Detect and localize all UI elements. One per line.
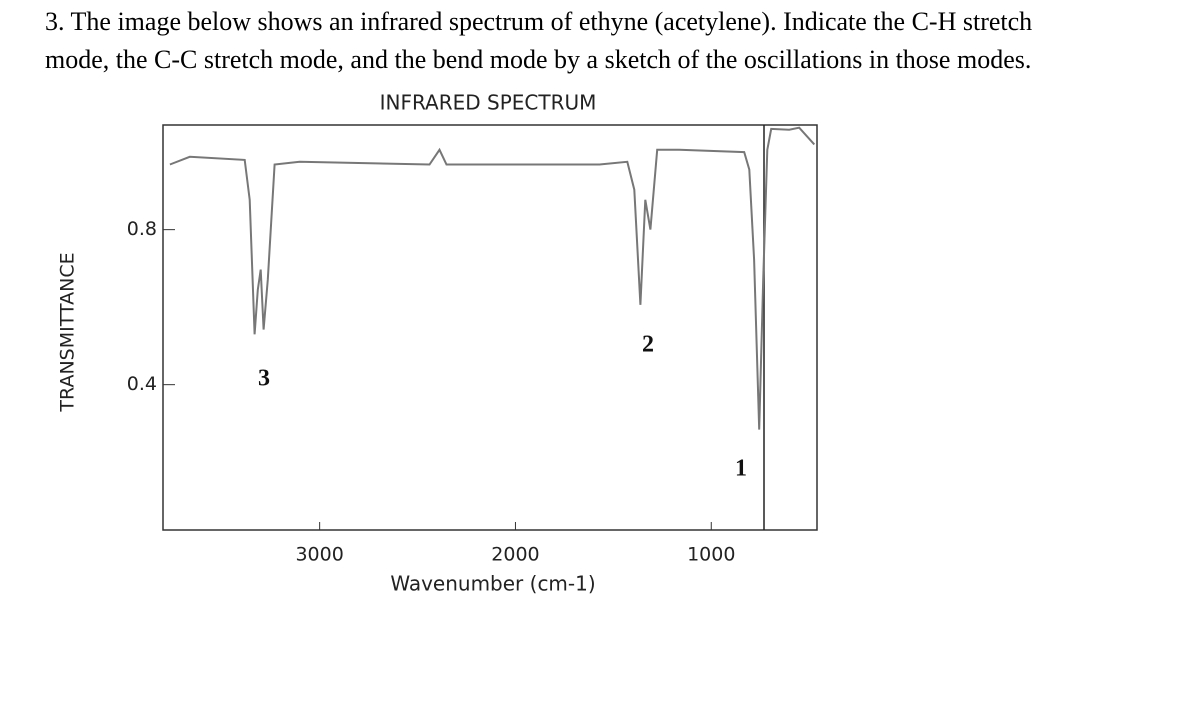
y-axis-label: TRANSMITTANCE [57, 252, 79, 412]
x-tick-label: 1000 [687, 544, 735, 566]
spectrum-line [169, 126, 816, 430]
y-tick-label: 0.4 [127, 373, 157, 395]
peak-label: 3 [258, 366, 270, 392]
chart-title: INFRARED SPECTRUM [380, 91, 597, 115]
x-axis-label: Wavenumber (cm-1) [390, 572, 595, 596]
y-tick-label: 0.8 [127, 218, 157, 240]
x-tick-label: 3000 [295, 544, 343, 566]
question-line: 3. The image below shows an infrared spe… [45, 7, 1032, 36]
peak-label: 2 [642, 332, 654, 358]
plot-frame [162, 124, 818, 531]
x-tick-label: 2000 [491, 544, 539, 566]
question-line: mode, the C-C stretch mode, and the bend… [45, 45, 1031, 74]
peak-label: 1 [735, 456, 747, 482]
